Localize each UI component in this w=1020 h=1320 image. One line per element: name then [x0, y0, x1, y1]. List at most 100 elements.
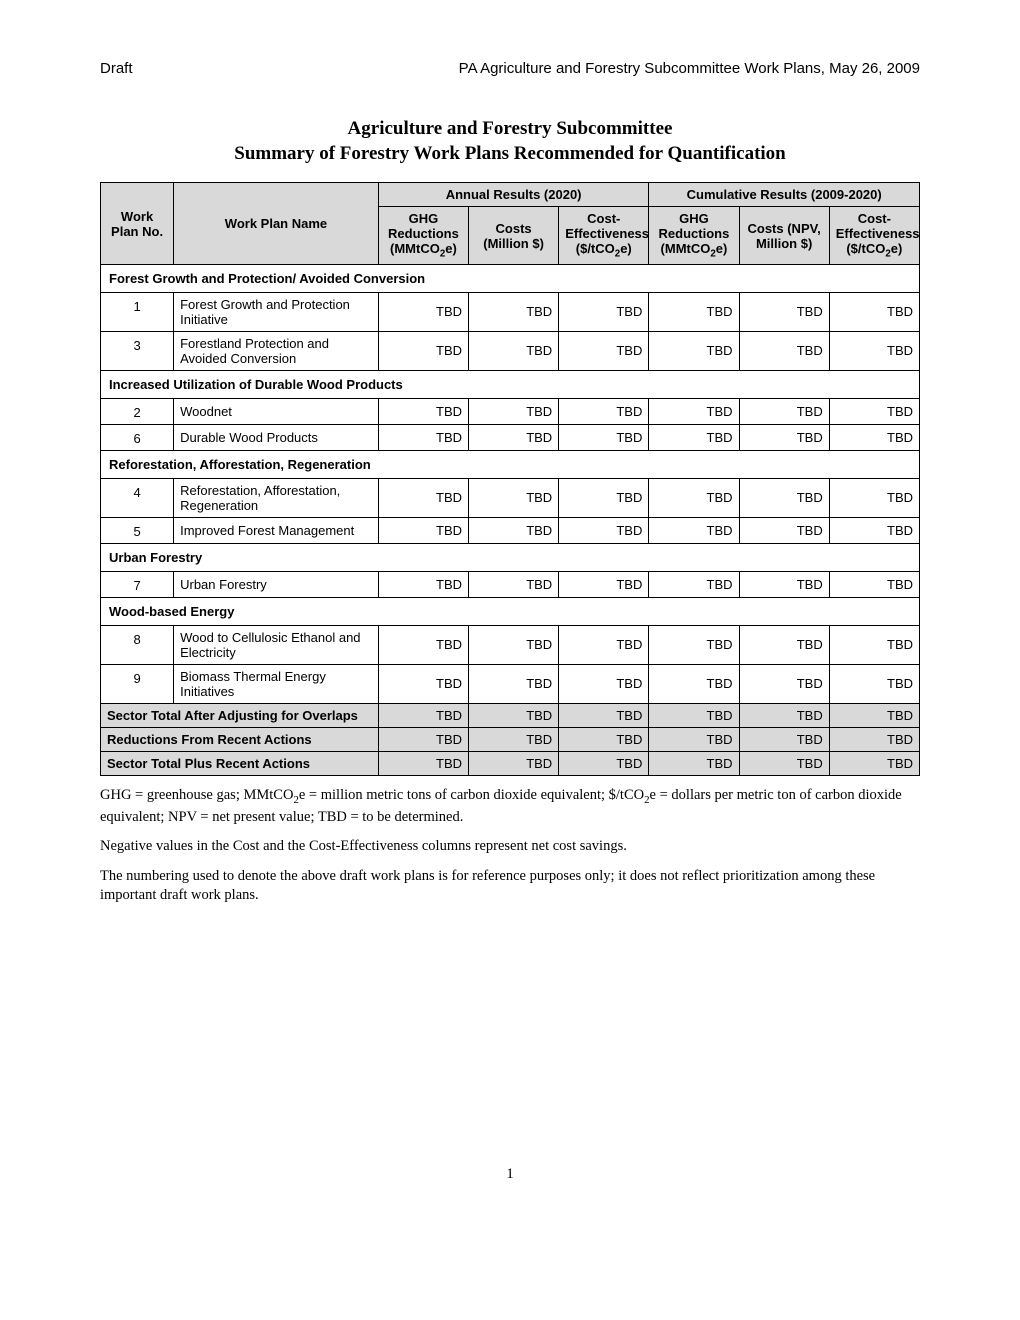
data-cell: TBD [829, 331, 919, 370]
col-header-name: Work Plan Name [174, 183, 379, 265]
data-cell: TBD [559, 331, 649, 370]
data-cell: TBD [829, 664, 919, 703]
title-block: Agriculture and Forestry Subcommittee Su… [100, 117, 920, 166]
table-row: 9Biomass Thermal Energy InitiativesTBDTB… [101, 664, 920, 703]
total-row: Sector Total After Adjusting for Overlap… [101, 703, 920, 727]
total-row: Sector Total Plus Recent ActionsTBDTBDTB… [101, 751, 920, 775]
data-cell: TBD [378, 398, 468, 424]
col-header-ce-cum: Cost-Effectiveness ($/tCO2e) [829, 207, 919, 265]
data-cell: TBD [559, 292, 649, 331]
data-cell: TBD [559, 664, 649, 703]
col-header-ghg-annual: GHG Reductions (MMtCO2e) [378, 207, 468, 265]
plan-no-cell: 1 [101, 292, 174, 331]
plan-name-cell: Urban Forestry [174, 571, 379, 597]
plan-name-cell: Biomass Thermal Energy Initiatives [174, 664, 379, 703]
data-cell: TBD [378, 625, 468, 664]
data-cell: TBD [739, 664, 829, 703]
data-cell: TBD [559, 424, 649, 450]
plan-no-cell: 8 [101, 625, 174, 664]
data-cell: TBD [649, 664, 739, 703]
data-cell: TBD [378, 424, 468, 450]
data-cell: TBD [649, 398, 739, 424]
total-data-cell: TBD [829, 727, 919, 751]
section-title-cell: Wood-based Energy [101, 597, 920, 625]
col-header-costs-cum: Costs (NPV, Million $) [739, 207, 829, 265]
data-cell: TBD [559, 517, 649, 543]
plan-no-cell: 2 [101, 398, 174, 424]
total-data-cell: TBD [559, 727, 649, 751]
plan-no-cell: 5 [101, 517, 174, 543]
section-header-row: Forest Growth and Protection/ Avoided Co… [101, 264, 920, 292]
data-cell: TBD [739, 292, 829, 331]
section-title-cell: Forest Growth and Protection/ Avoided Co… [101, 264, 920, 292]
header-right: PA Agriculture and Forestry Subcommittee… [459, 60, 920, 77]
table-header-row-1: Work Plan No. Work Plan Name Annual Resu… [101, 183, 920, 207]
data-cell: TBD [739, 331, 829, 370]
data-cell: TBD [378, 571, 468, 597]
plan-name-cell: Improved Forest Management [174, 517, 379, 543]
data-cell: TBD [469, 664, 559, 703]
col-header-no: Work Plan No. [101, 183, 174, 265]
col-header-ce-annual: Cost-Effectiveness ($/tCO2e) [559, 207, 649, 265]
total-data-cell: TBD [829, 751, 919, 775]
data-cell: TBD [469, 517, 559, 543]
data-cell: TBD [469, 292, 559, 331]
data-cell: TBD [649, 571, 739, 597]
total-data-cell: TBD [559, 703, 649, 727]
table-row: 7Urban ForestryTBDTBDTBDTBDTBDTBD [101, 571, 920, 597]
total-data-cell: TBD [739, 751, 829, 775]
data-cell: TBD [469, 571, 559, 597]
total-data-cell: TBD [469, 751, 559, 775]
plan-name-cell: Wood to Cellulosic Ethanol and Electrici… [174, 625, 379, 664]
data-cell: TBD [829, 625, 919, 664]
total-data-cell: TBD [378, 751, 468, 775]
data-cell: TBD [739, 571, 829, 597]
data-cell: TBD [559, 398, 649, 424]
table-row: 1Forest Growth and Protection Initiative… [101, 292, 920, 331]
footnote-negative: Negative values in the Cost and the Cost… [100, 837, 920, 857]
plan-name-cell: Durable Wood Products [174, 424, 379, 450]
data-cell: TBD [378, 517, 468, 543]
data-cell: TBD [829, 478, 919, 517]
summary-table: Work Plan No. Work Plan Name Annual Resu… [100, 182, 920, 776]
section-header-row: Reforestation, Afforestation, Regenerati… [101, 450, 920, 478]
table-row: 6Durable Wood ProductsTBDTBDTBDTBDTBDTBD [101, 424, 920, 450]
total-data-cell: TBD [649, 751, 739, 775]
table-row: 8Wood to Cellulosic Ethanol and Electric… [101, 625, 920, 664]
total-data-cell: TBD [378, 727, 468, 751]
section-header-row: Urban Forestry [101, 543, 920, 571]
total-data-cell: TBD [469, 727, 559, 751]
data-cell: TBD [559, 571, 649, 597]
title-line2: Summary of Forestry Work Plans Recommend… [100, 142, 920, 167]
footnotes: GHG = greenhouse gas; MMtCO2e = million … [100, 786, 920, 906]
data-cell: TBD [378, 331, 468, 370]
total-label-cell: Reductions From Recent Actions [101, 727, 379, 751]
section-title-cell: Increased Utilization of Durable Wood Pr… [101, 370, 920, 398]
section-header-row: Wood-based Energy [101, 597, 920, 625]
data-cell: TBD [739, 478, 829, 517]
plan-no-cell: 9 [101, 664, 174, 703]
total-data-cell: TBD [739, 727, 829, 751]
data-cell: TBD [469, 331, 559, 370]
data-cell: TBD [469, 398, 559, 424]
total-data-cell: TBD [559, 751, 649, 775]
plan-no-cell: 7 [101, 571, 174, 597]
total-row: Reductions From Recent ActionsTBDTBDTBDT… [101, 727, 920, 751]
data-cell: TBD [739, 398, 829, 424]
total-data-cell: TBD [829, 703, 919, 727]
data-cell: TBD [469, 625, 559, 664]
page-header: Draft PA Agriculture and Forestry Subcom… [100, 60, 920, 77]
data-cell: TBD [559, 625, 649, 664]
data-cell: TBD [469, 478, 559, 517]
data-cell: TBD [829, 424, 919, 450]
data-cell: TBD [829, 517, 919, 543]
page-number: 1 [100, 1166, 920, 1183]
plan-name-cell: Forestland Protection and Avoided Conver… [174, 331, 379, 370]
data-cell: TBD [649, 478, 739, 517]
data-cell: TBD [649, 424, 739, 450]
data-cell: TBD [559, 478, 649, 517]
data-cell: TBD [649, 331, 739, 370]
plan-name-cell: Woodnet [174, 398, 379, 424]
data-cell: TBD [739, 625, 829, 664]
total-data-cell: TBD [649, 727, 739, 751]
